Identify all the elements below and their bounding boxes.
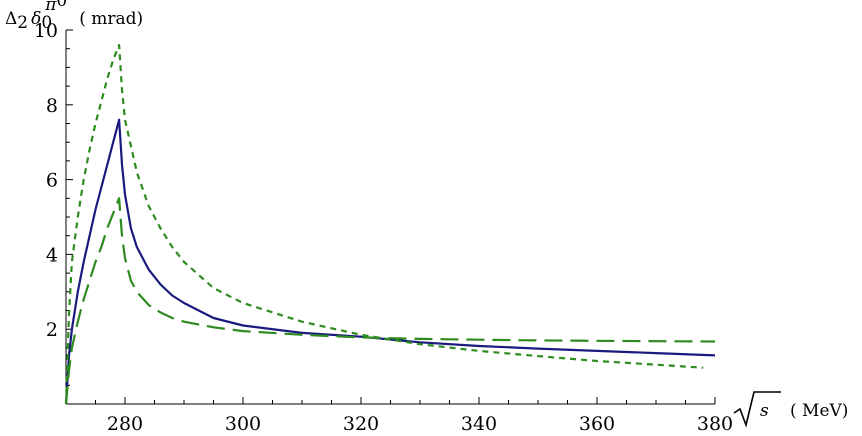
x-axis-title-symbol: s (760, 401, 769, 421)
y-axis-title-unit: ( mrad) (79, 9, 143, 29)
y-axis-title-sup-sup: 0 (56, 0, 67, 11)
x-tick-label: 280 (107, 413, 143, 435)
ticks: 280 300 320 340 360 380 2 4 6 8 10 (34, 20, 733, 435)
x-tick-label: 380 (697, 413, 733, 435)
y-tick-label: 6 (46, 170, 58, 192)
series-long-dash-line (64, 197, 716, 405)
y-tick-label: 2 (46, 319, 58, 341)
y-axis-title-delta-sub: 2 (17, 13, 28, 33)
sqrt-sign (733, 391, 781, 428)
axes (65, 30, 715, 405)
y-axis-title: Δ2 δ0π0( mrad) (5, 0, 143, 33)
x-tick-label: 340 (461, 413, 497, 435)
y-tick-label: 8 (46, 95, 58, 117)
x-tick-label: 320 (343, 413, 379, 435)
y-tick-label: 4 (46, 244, 58, 266)
y-tick-label: 10 (34, 20, 58, 42)
y-axis-title-sup: π (44, 0, 57, 15)
x-tick-label: 360 (579, 413, 615, 435)
series-group (64, 43, 716, 405)
y-axis-title-deltas: δ (31, 9, 41, 29)
x-tick-label: 300 (225, 413, 261, 435)
y-axis-title-delta: Δ (5, 9, 17, 29)
y-axis-title-deltas-sub: 0 (41, 13, 52, 33)
series-short-dash-line (64, 43, 704, 405)
series-solid-line (64, 118, 716, 405)
x-axis-title-unit: ( MeV) (790, 401, 848, 421)
x-axis-title: s ( MeV) (733, 391, 848, 428)
